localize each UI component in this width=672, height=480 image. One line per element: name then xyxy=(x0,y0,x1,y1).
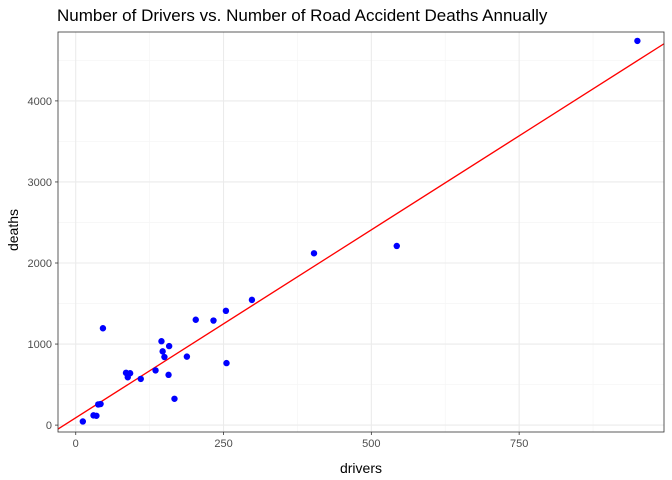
y-tick-label: 3000 xyxy=(28,177,52,189)
x-tick-label: 750 xyxy=(510,438,528,450)
data-point xyxy=(634,37,641,45)
y-axis-ticks: 0 1000 2000 3000 4000 xyxy=(28,96,58,432)
data-point xyxy=(165,371,172,379)
data-point xyxy=(222,307,230,315)
data-point xyxy=(158,338,165,345)
data-point xyxy=(393,242,400,250)
x-axis-ticks: 0 250 500 750 xyxy=(73,432,528,450)
y-axis-title: deaths xyxy=(5,209,21,251)
data-point xyxy=(137,375,144,383)
data-point xyxy=(161,353,168,361)
data-point xyxy=(183,353,191,360)
x-tick-label: 250 xyxy=(214,438,232,450)
data-point xyxy=(248,296,256,304)
data-point xyxy=(192,316,199,323)
y-tick-label: 0 xyxy=(46,420,52,432)
x-tick-label: 0 xyxy=(73,438,79,450)
minor-gridlines xyxy=(58,32,664,432)
data-point xyxy=(210,317,217,324)
data-point xyxy=(165,342,173,350)
data-point xyxy=(79,418,87,425)
scatter-points xyxy=(79,37,641,425)
x-axis-title: drivers xyxy=(340,460,382,476)
trend-line xyxy=(58,43,664,430)
data-point xyxy=(171,395,178,402)
y-tick-label: 1000 xyxy=(28,339,52,351)
data-point xyxy=(97,400,104,408)
y-tick-label: 2000 xyxy=(28,258,52,270)
data-point xyxy=(159,348,166,355)
data-point xyxy=(152,367,159,374)
data-point xyxy=(223,359,230,367)
panel-border xyxy=(57,31,665,433)
x-tick-label: 500 xyxy=(362,438,380,450)
y-tick-label: 4000 xyxy=(28,96,52,108)
chart-title: Number of Drivers vs. Number of Road Acc… xyxy=(57,6,548,25)
data-point xyxy=(99,325,107,332)
major-gridlines xyxy=(58,32,664,432)
data-point xyxy=(93,412,100,419)
data-point xyxy=(310,250,318,257)
trend-line-layer xyxy=(58,43,664,430)
data-point xyxy=(126,370,134,377)
